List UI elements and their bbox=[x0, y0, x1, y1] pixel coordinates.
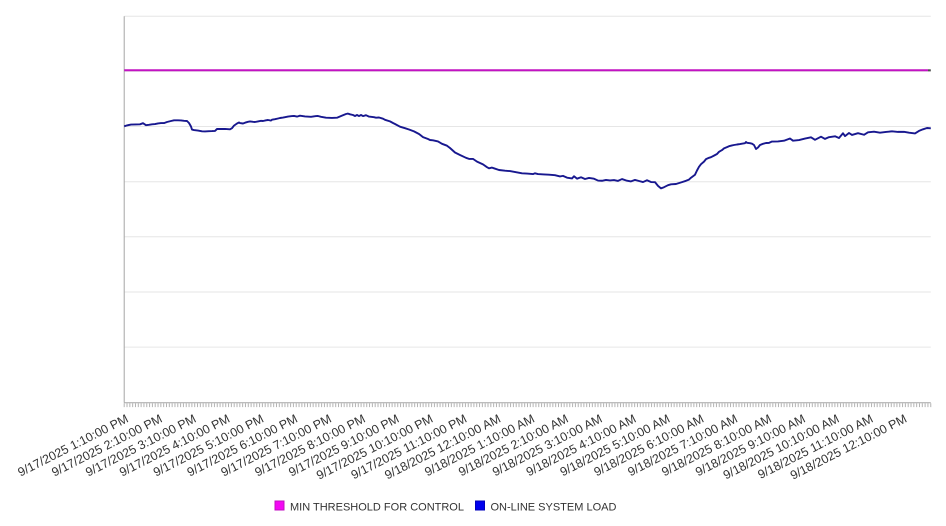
svg-text:ON-LINE SYSTEM LOAD: ON-LINE SYSTEM LOAD bbox=[491, 501, 617, 513]
svg-text:MIN THRESHOLD FOR CONTROL: MIN THRESHOLD FOR CONTROL bbox=[290, 501, 464, 513]
